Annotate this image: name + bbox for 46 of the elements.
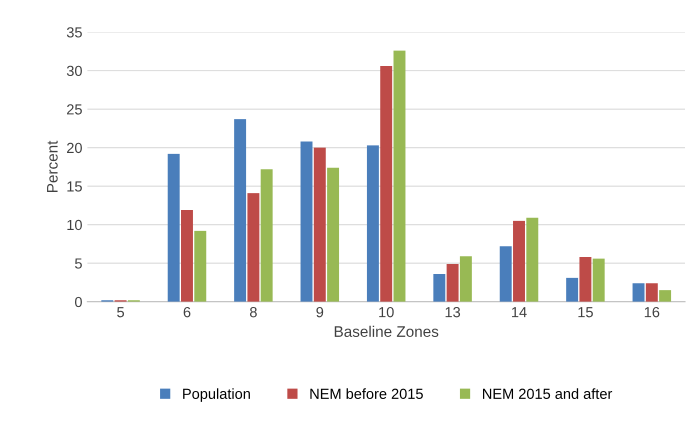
bar	[380, 66, 392, 302]
y-tick-label: 30	[66, 66, 82, 76]
y-tick-label: 25	[67, 104, 82, 115]
bar	[646, 283, 658, 302]
bar	[181, 210, 193, 302]
bar	[234, 119, 246, 302]
bar	[566, 278, 578, 302]
x-tick-label: 16	[644, 306, 660, 318]
x-tick-label: 9	[316, 306, 324, 318]
bar	[632, 283, 645, 302]
bar	[300, 141, 312, 302]
bar	[500, 246, 512, 302]
x-tick-label: 14	[512, 307, 527, 318]
x-tick-label: 13	[446, 306, 460, 318]
x-tick-label: 6	[184, 306, 190, 318]
bar	[526, 218, 538, 302]
bar	[168, 154, 180, 302]
legend-label: NEM 2015 and after	[483, 388, 612, 399]
y-tick-label: 5	[74, 258, 82, 269]
bar	[314, 148, 326, 302]
x-tick-label: 5	[117, 307, 124, 318]
bar	[513, 220, 525, 302]
bar	[260, 169, 273, 302]
bar	[659, 290, 672, 302]
bar	[579, 257, 592, 302]
y-tick-label: 20	[67, 142, 82, 154]
bar	[394, 50, 406, 302]
bar	[327, 168, 340, 302]
y-tick-label: 15	[67, 181, 82, 192]
legend-label: NEM before 2015	[310, 388, 423, 399]
legend-label: Population	[183, 388, 250, 402]
x-axis-title: Baseline Zones	[334, 326, 438, 337]
x-tick-label: 15	[578, 307, 593, 318]
bar	[247, 193, 260, 302]
bar	[446, 264, 459, 302]
y-axis-title: Percent	[47, 140, 58, 192]
bar	[592, 258, 605, 302]
y-tick-label: 35	[66, 27, 82, 38]
bar	[366, 145, 379, 302]
bar	[460, 256, 472, 302]
x-tick-label: 10	[379, 306, 394, 318]
y-tick-label: 0	[74, 296, 82, 308]
y-tick-label: 10	[67, 220, 82, 230]
x-tick-label: 8	[250, 306, 257, 318]
bar	[194, 230, 206, 302]
bar	[433, 274, 446, 302]
